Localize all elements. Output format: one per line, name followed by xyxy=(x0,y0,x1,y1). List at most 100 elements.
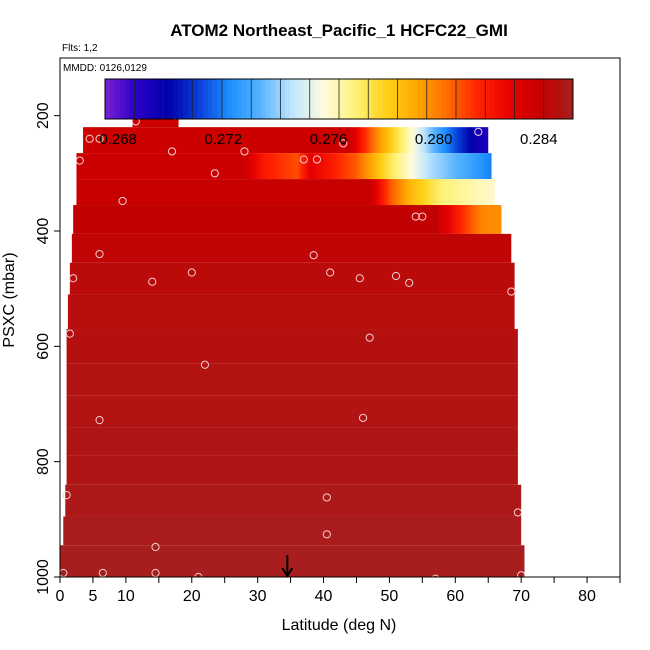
heatmap-cell xyxy=(470,153,474,180)
colorbar-swatch xyxy=(568,79,574,119)
heatmap-cell xyxy=(366,179,370,206)
heatmap-cell xyxy=(154,179,158,206)
heatmap-cell xyxy=(349,127,352,154)
heatmap-cell xyxy=(458,179,462,206)
heatmap-cell xyxy=(228,179,232,206)
heatmap-cell xyxy=(406,179,410,206)
heatmap-cell xyxy=(359,127,362,154)
heatmap-cell xyxy=(140,179,144,206)
heatmap-cell xyxy=(403,205,406,234)
heatmap-cell xyxy=(218,179,222,206)
heatmap-cell xyxy=(275,205,278,234)
heatmap-cell xyxy=(401,205,404,234)
heatmap-cell xyxy=(145,127,148,154)
heatmap-cell xyxy=(271,127,274,154)
heatmap-cell xyxy=(465,127,468,154)
heatmap-cell xyxy=(272,179,276,206)
heatmap-cell xyxy=(468,153,472,180)
sample-point xyxy=(299,155,308,164)
heatmap-cell xyxy=(439,205,442,234)
heatmap-cell xyxy=(243,205,246,234)
heatmap-cell xyxy=(132,179,136,206)
heatmap-cell xyxy=(388,153,392,180)
heatmap-cell xyxy=(173,205,176,234)
heatmap-cell xyxy=(176,153,180,180)
heatmap-cell xyxy=(159,205,162,234)
colorbar-swatch xyxy=(563,79,569,119)
x-tick-label: 5 xyxy=(88,588,97,605)
heatmap-cell xyxy=(352,179,356,206)
sample-point xyxy=(358,413,368,422)
heatmap-cell xyxy=(464,153,468,180)
colorbar-swatch xyxy=(129,79,135,119)
sample-point xyxy=(507,287,516,296)
colorbar-swatch xyxy=(246,79,252,119)
heatmap-cell xyxy=(218,153,222,180)
heatmap-cell xyxy=(441,205,444,234)
colorbar-swatch xyxy=(485,79,491,119)
colorbar-swatch xyxy=(490,79,496,119)
heatmap-cell xyxy=(113,205,116,234)
heatmap-cell xyxy=(303,127,306,154)
heatmap-cell xyxy=(262,153,266,180)
heatmap-cell xyxy=(165,127,168,154)
heatmap-cell xyxy=(198,153,202,180)
colorbar-swatch xyxy=(446,79,452,119)
heatmap-cell xyxy=(322,153,326,180)
heatmap-cell xyxy=(185,127,188,154)
y-axis: 200 400 600 800 1000 xyxy=(35,102,60,595)
heatmap-cell xyxy=(272,153,276,180)
colorbar-swatch xyxy=(558,79,564,119)
colorbar-swatch xyxy=(412,79,418,119)
colorbar-swatch xyxy=(119,79,125,119)
colorbar-swatch xyxy=(392,79,398,119)
heatmap-cell xyxy=(471,205,474,234)
heatmap-cell xyxy=(430,153,434,180)
colorbar-swatch xyxy=(300,79,306,119)
heatmap-cell xyxy=(439,127,442,154)
heatmap-cell xyxy=(263,205,266,234)
heatmap-cell xyxy=(450,179,454,206)
heatmap-cell xyxy=(213,205,216,234)
heatmap-cell xyxy=(195,205,198,234)
heatmap-cell xyxy=(296,153,300,180)
heatmap-cell xyxy=(448,153,452,180)
colorbar-swatch xyxy=(329,79,335,119)
heatmap-cell xyxy=(181,127,184,154)
heatmap-cell xyxy=(362,179,366,206)
sample-point xyxy=(151,542,160,552)
heatmap-cell xyxy=(297,127,300,154)
heatmap-cell xyxy=(256,179,260,206)
sample-point xyxy=(75,156,84,165)
colorbar-swatch xyxy=(153,79,160,119)
heatmap-cell xyxy=(401,127,404,154)
x-tick-label: 10 xyxy=(117,588,135,605)
heatmap-cell xyxy=(298,179,302,206)
heatmap-cell xyxy=(307,205,310,234)
heatmap-cell xyxy=(402,153,406,180)
x-tick-label: 30 xyxy=(249,588,267,605)
heatmap-cell xyxy=(468,179,472,206)
sample-point xyxy=(517,571,526,577)
heatmap-cell xyxy=(286,153,290,180)
heatmap-cell xyxy=(446,153,450,180)
heatmap-cell xyxy=(76,179,80,206)
heatmap-cell xyxy=(148,179,152,206)
heatmap-cell xyxy=(167,205,170,234)
heatmap-cell xyxy=(379,127,382,154)
heatmap-cell xyxy=(491,205,494,234)
heatmap-cell xyxy=(233,205,236,234)
colorbar-swatch xyxy=(236,79,242,119)
heatmap-cell xyxy=(427,127,430,154)
heatmap-cell xyxy=(414,179,418,206)
heatmap-cell xyxy=(330,153,334,180)
heatmap-cell xyxy=(363,127,366,154)
heatmap-cell xyxy=(370,153,374,180)
colorbar-swatch xyxy=(368,79,374,119)
heatmap-cell xyxy=(403,127,406,154)
heatmap-cell xyxy=(115,205,118,234)
heatmap-cell xyxy=(292,179,296,206)
heatmap-cell xyxy=(84,179,88,206)
colorbar-frame xyxy=(104,78,574,120)
heatmap-cell xyxy=(135,127,138,154)
